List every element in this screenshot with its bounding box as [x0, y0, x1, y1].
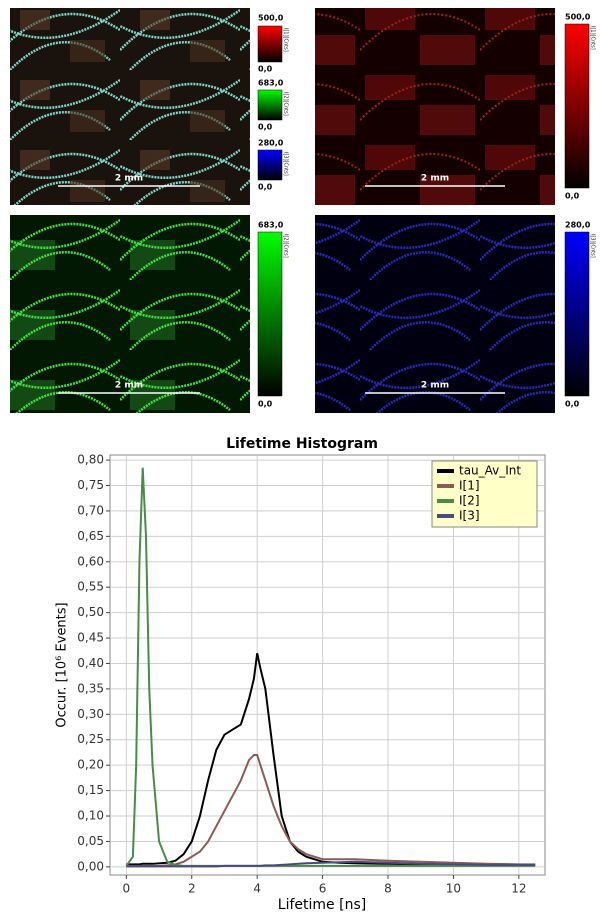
colorbar-label: I[3][Cnts]	[590, 234, 596, 258]
colorbar	[257, 231, 283, 397]
panel: 2 mm 500,0 0,0 I[1][Cnts] 683,0 0,0 I[2]…	[10, 8, 289, 205]
colorbar-max: 683,0	[258, 221, 284, 230]
y-tick-label: 0,40	[77, 656, 104, 670]
panel: 2 mm 280,0 0,0 I[3][Cnts]	[315, 215, 596, 413]
image	[315, 8, 555, 205]
y-tick-label: 0,45	[77, 631, 104, 645]
colorbar-label: I[3][Cnts]	[283, 152, 289, 176]
colorbar	[257, 89, 283, 121]
legend-label: I[1]	[459, 479, 480, 493]
x-tick-label: 12	[511, 882, 526, 896]
x-axis-label: Lifetime [ns]	[278, 897, 366, 913]
colorbar-min: 0,0	[258, 400, 273, 409]
colorbar-max: 280,0	[565, 221, 591, 230]
legend-label: I[3]	[459, 509, 480, 523]
colorbar	[564, 231, 590, 397]
x-tick-label: 2	[188, 882, 196, 896]
y-tick-label: 0,75	[77, 478, 104, 492]
colorbar	[257, 25, 283, 63]
colorbar	[257, 149, 283, 181]
y-tick-label: 0,80	[77, 453, 104, 467]
colorbar-max: 500,0	[258, 14, 284, 23]
y-tick-label: 0,55	[77, 580, 104, 594]
colorbar-label: I[1][Cnts]	[283, 28, 289, 52]
x-tick-label: 0	[123, 882, 131, 896]
x-tick-label: 10	[446, 882, 461, 896]
y-tick-label: 0,10	[77, 809, 104, 823]
scale-bar-label: 2 mm	[421, 381, 449, 391]
image	[10, 8, 250, 205]
colorbar-min: 0,0	[258, 183, 273, 192]
colorbar-label: I[2][Cnts]	[283, 234, 289, 258]
colorbar-min: 0,0	[258, 65, 273, 74]
colorbar-label: I[1][Cnts]	[590, 26, 596, 50]
colorbar-max: 280,0	[258, 139, 284, 148]
colorbar-max: 683,0	[258, 79, 284, 88]
x-tick-label: 4	[253, 882, 261, 896]
y-tick-label: 0,60	[77, 554, 104, 568]
y-tick-label: 0,25	[77, 732, 104, 746]
colorbar-min: 0,0	[258, 123, 273, 132]
image	[315, 215, 555, 413]
series-line	[126, 653, 536, 866]
panel: 2 mm 500,0 0,0 I[1][Cnts]	[315, 8, 596, 205]
colorbar-max: 500,0	[565, 13, 591, 22]
series-line	[126, 860, 536, 868]
x-tick-label: 6	[319, 882, 327, 896]
y-tick-label: 0,05	[77, 834, 104, 848]
y-tick-label: 0,30	[77, 707, 104, 721]
y-tick-label: 0,00	[77, 859, 104, 873]
colorbar	[564, 23, 590, 189]
scale-bar-label: 2 mm	[115, 174, 143, 184]
y-tick-label: 0,20	[77, 758, 104, 772]
colorbar-min: 0,0	[565, 192, 580, 201]
x-tick-label: 8	[384, 882, 392, 896]
y-tick-label: 0,50	[77, 605, 104, 619]
panel: 2 mm 683,0 0,0 I[2][Cnts]	[10, 215, 289, 413]
colorbar-label: I[2][Cnts]	[283, 92, 289, 116]
legend-label: I[2]	[459, 494, 480, 508]
image	[10, 215, 250, 413]
y-tick-label: 0,70	[77, 503, 104, 517]
scale-bar-label: 2 mm	[421, 174, 449, 184]
y-axis-label: Occur. [10⁶ Events]	[55, 602, 70, 727]
legend-label: tau_Av_Int	[459, 464, 521, 478]
colorbar-min: 0,0	[565, 400, 580, 409]
scale-bar-label: 2 mm	[115, 381, 143, 391]
chart-title: Lifetime Histogram	[226, 436, 378, 452]
y-tick-label: 0,65	[77, 529, 104, 543]
y-tick-label: 0,35	[77, 681, 104, 695]
y-tick-label: 0,15	[77, 783, 104, 797]
